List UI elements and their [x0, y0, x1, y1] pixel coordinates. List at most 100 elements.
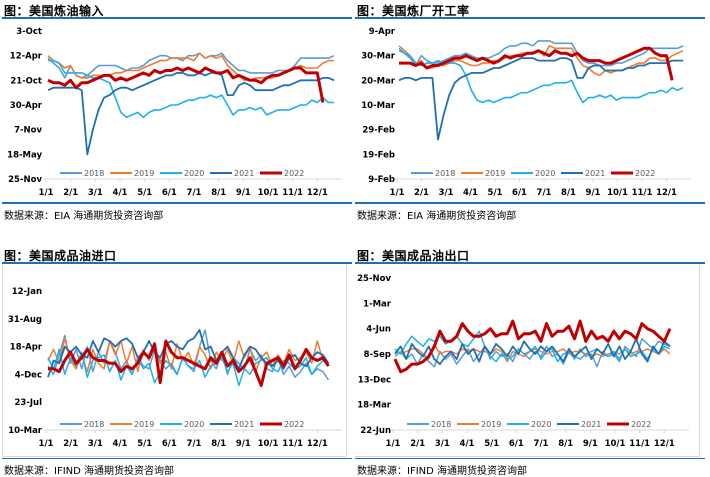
- source-note: 数据来源：IFIND 海通期货投资咨询部: [4, 466, 175, 477]
- x-tick-label: 3/1: [435, 439, 450, 449]
- legend-label: 2021: [585, 169, 605, 178]
- chart-frame: [355, 265, 700, 457]
- x-tick-label: 11/1: [629, 439, 650, 449]
- x-tick-label: 3/1: [88, 188, 103, 198]
- title-rule: [2, 262, 352, 264]
- panel-product-exports: 图：美国成品油出口 22-Jun 18-Mar 13-Dec 8-Sep 4-Jun 1-…: [355, 245, 705, 477]
- series-line-2019: [47, 337, 329, 373]
- legend-label: 2022: [284, 169, 304, 178]
- x-tick-label: 1/1: [386, 439, 401, 449]
- legend-label: 2021: [234, 169, 254, 178]
- legend-label: 2018: [431, 420, 451, 429]
- legend-label: 2022: [635, 169, 655, 178]
- y-tick-label: 10-Mar: [8, 426, 43, 436]
- x-tick-label: 12/1: [654, 439, 675, 449]
- legend-label: 2022: [284, 420, 304, 429]
- x-tick-label: 1/1: [390, 188, 405, 198]
- x-tick-label: 6/1: [162, 188, 177, 198]
- x-tick-label: 10/1: [607, 188, 628, 198]
- series-line-2021: [394, 337, 671, 365]
- y-tick-label: 25-Nov: [357, 274, 391, 284]
- source-rule: [355, 458, 705, 459]
- y-tick-label: 4-Dec: [15, 370, 42, 380]
- legend-label: 2018: [435, 169, 455, 178]
- x-tick-label: 11/1: [632, 188, 653, 198]
- title-rule: [2, 17, 352, 19]
- x-tick-label: 9/1: [236, 188, 251, 198]
- legend-label: 2018: [84, 420, 104, 429]
- source-note: 数据来源：IFIND 海通期货投资咨询部: [357, 466, 528, 477]
- y-tick-label: 22-Jun: [360, 426, 391, 436]
- chart-title: 图：美国炼厂开工率: [357, 4, 470, 18]
- series-line-2020: [398, 49, 684, 104]
- product-imports-chart: 10-Mar 23-Jul 4-Dec 18-Apr 31-Aug 12-Jan 1/1 2/…: [8, 287, 342, 449]
- series-line-2021: [398, 57, 684, 141]
- x-tick-label: 8/1: [558, 439, 573, 449]
- x-tick-label: 10/1: [258, 439, 279, 449]
- series-line-2022: [47, 66, 325, 103]
- y-tick-label: 30-Apr: [10, 101, 43, 111]
- x-tick-label: 9/1: [236, 439, 251, 449]
- product-exports-chart: 22-Jun 18-Mar 13-Dec 8-Sep 4-Jun 1-Mar 25-Nov 1…: [357, 274, 689, 449]
- title-rule: [355, 262, 705, 264]
- x-tick-label: 1/1: [39, 439, 54, 449]
- x-tick-label: 3/1: [88, 439, 103, 449]
- x-tick-label: 6/1: [512, 188, 527, 198]
- source-rule: [2, 458, 352, 459]
- x-tick-label: 9/1: [586, 188, 601, 198]
- y-tick-label: 29-Feb: [362, 126, 395, 136]
- y-tick-label: 12-Jan: [12, 287, 42, 297]
- y-tick-label: 23-Jul: [15, 398, 43, 408]
- y-tick-label: 18-Mar: [357, 401, 392, 411]
- y-tick-label: 8-Sep: [364, 350, 391, 360]
- legend-label: 2019: [481, 420, 501, 429]
- y-tick-label: 3-Oct: [16, 27, 42, 37]
- y-tick-label: 13-Dec: [358, 375, 391, 385]
- chart-frame: [2, 265, 347, 457]
- y-tick-label: 7-Nov: [14, 126, 42, 136]
- x-tick-label: 8/1: [561, 188, 576, 198]
- series-line-2022: [48, 339, 330, 387]
- legend-label: 2022: [631, 420, 651, 429]
- x-tick-label: 1/1: [39, 188, 54, 198]
- x-tick-label: 6/1: [162, 439, 177, 449]
- x-tick-label: 11/1: [282, 188, 303, 198]
- source-rule: [2, 202, 352, 204]
- panel-refinery-input: 图：美国炼油输入 25-Nov 18-May 7-Nov 30-Apr 21-Oct 12…: [2, 0, 352, 232]
- series-line-2021: [47, 329, 330, 378]
- y-tick-label: 4-Jun: [366, 325, 391, 335]
- chart-title: 图：美国炼油输入: [4, 4, 105, 18]
- x-tick-label: 6/1: [509, 439, 524, 449]
- legend-label: 2020: [184, 420, 204, 429]
- x-tick-label: 2/1: [414, 188, 429, 198]
- y-tick-label: 9-Apr: [369, 27, 396, 37]
- x-tick-label: 8/1: [211, 188, 226, 198]
- y-tick-label: 25-Nov: [8, 175, 42, 185]
- legend-label: 2020: [184, 169, 204, 178]
- x-tick-label: 7/1: [537, 188, 552, 198]
- x-tick-label: 5/1: [137, 188, 152, 198]
- y-tick-label: 18-May: [7, 150, 42, 160]
- x-tick-label: 7/1: [187, 188, 202, 198]
- x-tick-label: 10/1: [258, 188, 279, 198]
- y-tick-label: 31-Aug: [8, 315, 42, 325]
- x-tick-label: 12/1: [307, 439, 328, 449]
- x-tick-label: 4/1: [113, 439, 128, 449]
- x-tick-label: 4/1: [463, 188, 478, 198]
- title-rule: [355, 17, 705, 19]
- x-tick-label: 12/1: [307, 188, 328, 198]
- series-line-2021: [47, 72, 335, 156]
- legend-label: 2019: [134, 420, 154, 429]
- source-rule: [355, 202, 705, 204]
- x-tick-label: 3/1: [439, 188, 454, 198]
- source-note: 数据来源：EIA 海通期货投资咨询部: [357, 211, 517, 222]
- chart-title: 图：美国成品油进口: [4, 249, 117, 263]
- y-tick-label: 9-Feb: [368, 175, 395, 185]
- x-tick-label: 11/1: [282, 439, 303, 449]
- x-tick-label: 12/1: [656, 188, 677, 198]
- y-tick-label: 1-Mar: [363, 299, 392, 309]
- x-tick-label: 7/1: [534, 439, 549, 449]
- refinery-input-chart: 25-Nov 18-May 7-Nov 30-Apr 21-Oct 12-Apr 3-Oct…: [7, 27, 342, 198]
- series-line-2018: [398, 40, 684, 67]
- y-tick-label: 30-Mar: [361, 52, 396, 62]
